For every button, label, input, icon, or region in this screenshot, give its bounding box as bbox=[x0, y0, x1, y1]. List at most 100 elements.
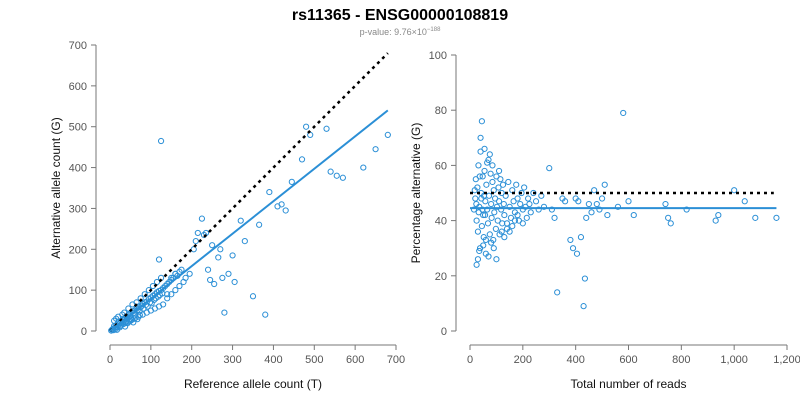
left-x-axis-title: Reference allele count (T) bbox=[184, 377, 322, 391]
left-data-point bbox=[198, 215, 206, 222]
right-data-point bbox=[596, 206, 603, 213]
figure-title: rs11365 - ENSG00000108819 bbox=[292, 7, 508, 24]
right-data-point bbox=[481, 145, 488, 152]
pvalue-prefix: p-value: 9.76×10 bbox=[360, 27, 427, 37]
right-data-point bbox=[490, 245, 497, 252]
right-x-tick-label: 400 bbox=[566, 354, 584, 366]
right-data-point bbox=[498, 228, 505, 235]
left-x-tick-label: 700 bbox=[387, 354, 405, 366]
right-y-axis-title: Percentage alternative (G) bbox=[409, 123, 423, 264]
right-data-point bbox=[506, 228, 513, 235]
left-data-point bbox=[262, 311, 269, 318]
right-data-point bbox=[741, 198, 748, 205]
left-data-point bbox=[217, 246, 224, 253]
right-data-point bbox=[477, 134, 484, 141]
right-data-point bbox=[712, 217, 719, 224]
right-data-point bbox=[517, 200, 524, 208]
right-data-point bbox=[476, 247, 483, 255]
left-data-point bbox=[327, 168, 334, 175]
right-y-tick-label: 40 bbox=[435, 216, 447, 228]
right-data-point bbox=[665, 214, 672, 221]
left-data-point bbox=[372, 146, 379, 153]
right-data-point bbox=[505, 178, 512, 186]
right-data-point bbox=[481, 167, 488, 175]
left-data-point bbox=[164, 295, 171, 302]
left-data-point bbox=[256, 221, 263, 228]
left-data-point bbox=[209, 242, 216, 249]
right-data-point bbox=[495, 167, 503, 175]
right-data-point bbox=[478, 118, 485, 125]
right-data-point bbox=[585, 200, 592, 208]
right-data-point bbox=[498, 206, 505, 213]
right-data-point bbox=[478, 223, 485, 230]
allele-count-scatter: 0 100 200 300 400 500 600 700 0 100 200 300 400 500 60… bbox=[49, 40, 405, 391]
right-data-point bbox=[488, 200, 495, 208]
left-data-point bbox=[207, 276, 214, 284]
right-data-point bbox=[472, 195, 479, 202]
left-data-point bbox=[176, 282, 183, 290]
right-data-point bbox=[625, 198, 632, 205]
right-data-point bbox=[575, 198, 582, 205]
right-data-point bbox=[683, 206, 690, 213]
right-data-point bbox=[486, 231, 493, 238]
left-x-tick-label: 300 bbox=[223, 354, 241, 366]
right-x-tick-label: 800 bbox=[672, 354, 690, 366]
left-data-point bbox=[141, 291, 148, 298]
pvalue-label: p-value: 9.76×10−188 bbox=[360, 27, 441, 37]
right-data-point bbox=[491, 209, 498, 216]
left-data-point bbox=[124, 320, 131, 327]
right-data-point bbox=[773, 214, 780, 221]
right-data-point bbox=[514, 211, 521, 219]
left-data-point bbox=[231, 278, 238, 286]
right-data-point bbox=[548, 206, 555, 213]
right-data-point bbox=[521, 184, 528, 191]
left-data-point bbox=[194, 229, 201, 237]
right-data-point bbox=[482, 236, 489, 244]
left-data-point bbox=[164, 291, 171, 298]
right-data-point bbox=[483, 181, 490, 188]
right-data-point bbox=[481, 211, 489, 219]
right-data-point bbox=[601, 181, 608, 188]
right-data-point bbox=[499, 181, 507, 188]
left-data-point bbox=[249, 293, 257, 300]
left-data-point bbox=[190, 246, 197, 253]
left-y-tick-label: 100 bbox=[69, 285, 87, 297]
left-y-tick-label: 500 bbox=[69, 122, 87, 134]
right-data-point bbox=[485, 192, 493, 199]
left-data-point bbox=[192, 238, 199, 245]
left-x-tick-label: 600 bbox=[346, 354, 364, 366]
left-data-point bbox=[157, 137, 165, 145]
right-data-point bbox=[525, 195, 532, 202]
right-data-point bbox=[588, 209, 595, 216]
left-data-point bbox=[237, 217, 244, 224]
right-data-point bbox=[518, 189, 525, 197]
left-data-point bbox=[266, 188, 273, 196]
right-x-tick-label: 200 bbox=[514, 354, 532, 366]
right-data-point bbox=[562, 198, 569, 205]
left-data-point bbox=[178, 266, 185, 273]
right-data-point bbox=[604, 211, 611, 219]
left-data-point bbox=[200, 231, 208, 239]
right-y-tick-label: 100 bbox=[429, 50, 447, 62]
right-data-point bbox=[577, 234, 585, 241]
right-data-point bbox=[667, 220, 674, 227]
left-data-point bbox=[298, 156, 306, 163]
left-data-point bbox=[225, 270, 232, 277]
right-data-point bbox=[501, 234, 508, 241]
left-data-point bbox=[282, 207, 289, 214]
left-data-point bbox=[160, 285, 167, 292]
right-x-tick-label: 600 bbox=[619, 354, 637, 366]
right-data-point bbox=[630, 211, 637, 219]
left-data-point bbox=[384, 131, 391, 138]
right-data-point bbox=[503, 220, 511, 227]
left-y-tick-label: 300 bbox=[69, 203, 87, 215]
left-x-tick-label: 100 bbox=[142, 354, 160, 366]
left-data-point bbox=[288, 178, 295, 185]
right-data-point bbox=[471, 187, 478, 194]
left-data-point bbox=[172, 270, 179, 277]
left-data-point bbox=[113, 315, 120, 322]
right-data-point bbox=[479, 206, 486, 213]
right-data-point bbox=[474, 256, 482, 263]
right-data-point bbox=[715, 211, 722, 219]
